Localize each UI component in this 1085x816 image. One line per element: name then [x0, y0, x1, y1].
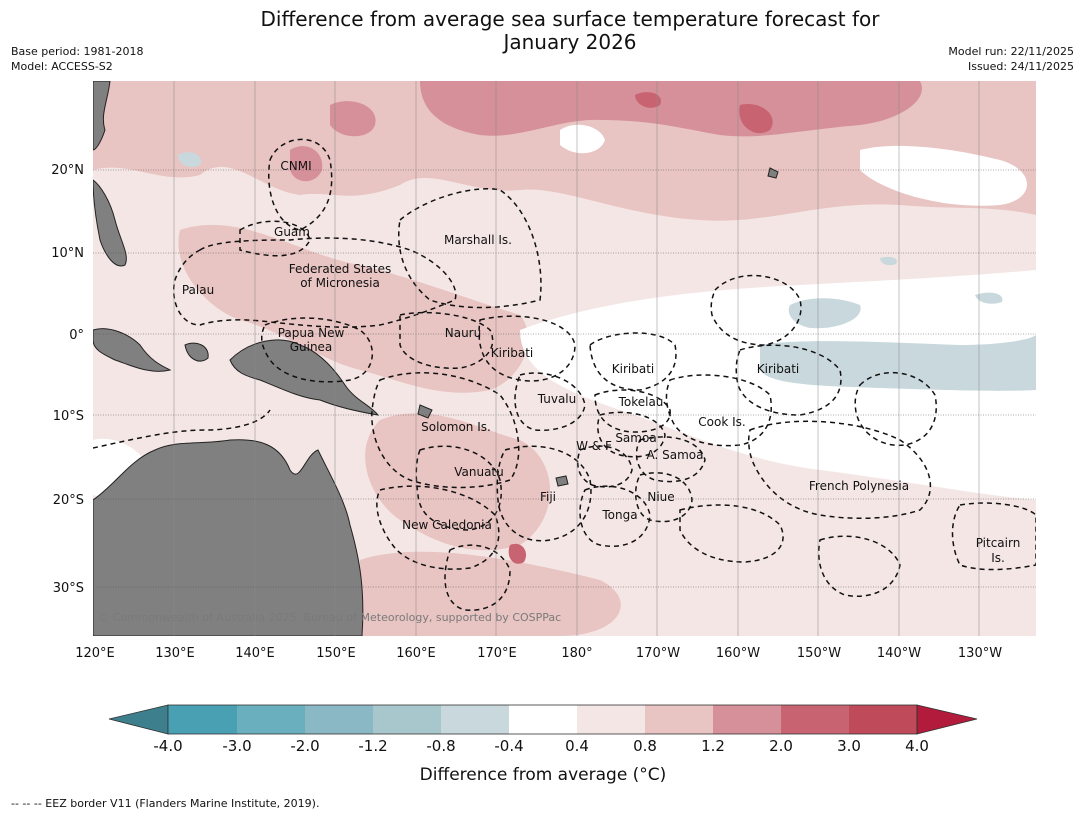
- label-american-samoa: A. Samoa: [647, 448, 704, 462]
- colorbar-bin: [305, 705, 373, 734]
- label-tuvalu: Tuvalu: [537, 392, 577, 406]
- label-solomon-islands: Solomon Is.: [421, 420, 491, 434]
- colorbar-bin: [645, 705, 713, 734]
- colorbar-bin: [713, 705, 781, 734]
- lat-tick: 20°S: [53, 493, 84, 508]
- label-vanuatu: Vanuatu: [454, 465, 504, 479]
- label-guam: Guam: [274, 225, 310, 239]
- label-nauru: Nauru: [445, 326, 481, 340]
- label-palau: Palau: [182, 283, 214, 297]
- lon-tick: 170°W: [636, 646, 680, 661]
- colorbar-tick: -2.0: [290, 737, 319, 755]
- meta-right: Model run: 22/11/2025 Issued: 24/11/2025: [948, 44, 1074, 74]
- meridians: [173, 81, 980, 636]
- colorbar-bin: [373, 705, 441, 734]
- colorbar-tick: 0.4: [565, 737, 589, 755]
- longitude-ticks: 120°E 130°E 140°E 150°E 160°E 170°E 180°…: [75, 646, 1002, 661]
- base-period: Base period: 1981-2018: [11, 45, 144, 58]
- label-kiribati-central: Kiribati: [612, 362, 654, 376]
- colorbar-bin: [441, 705, 509, 734]
- lon-tick: 140°E: [235, 646, 275, 661]
- label-french-polynesia: French Polynesia: [809, 479, 909, 493]
- land-masses: [93, 81, 779, 636]
- meta-left: Base period: 1981-2018 Model: ACCESS-S2: [11, 44, 143, 74]
- lon-tick: 170°E: [477, 646, 517, 661]
- lat-tick: 0°: [69, 328, 84, 343]
- label-tokelau: Tokelau: [618, 395, 664, 409]
- label-fsm-line2: of Micronesia: [300, 276, 380, 290]
- colorbar-bin: [781, 705, 849, 734]
- title-line-2: January 2026: [503, 30, 637, 54]
- lon-tick: 130°W: [958, 646, 1002, 661]
- colorbar-tick: -0.8: [426, 737, 455, 755]
- colorbar-tick: -4.0: [153, 737, 182, 755]
- issued-date: Issued: 24/11/2025: [967, 60, 1074, 73]
- map-title: Difference from average sea surface temp…: [0, 8, 1085, 54]
- lon-tick: 150°W: [797, 646, 841, 661]
- label-fsm-line1: Federated States: [289, 262, 391, 276]
- colorbar-bin: [849, 705, 917, 734]
- lon-tick: 120°E: [75, 646, 115, 661]
- colorbar-tick: -0.4: [494, 737, 523, 755]
- gridlines: [93, 169, 1036, 588]
- colorbar-tick: 0.8: [633, 737, 657, 755]
- lon-tick: 150°E: [316, 646, 356, 661]
- colorbar-under-arrow: [108, 704, 169, 735]
- colorbar-bin: [577, 705, 645, 734]
- colorbar: -4.0 -3.0 -2.0 -1.2 -0.8 -0.4 0.4 0.8 1.…: [108, 704, 978, 785]
- lat-tick: 20°N: [51, 163, 84, 178]
- label-cook-islands: Cook Is.: [698, 415, 745, 429]
- label-pitcairn-line1: Pitcairn: [976, 536, 1021, 550]
- lat-tick: 30°S: [53, 581, 84, 596]
- colorbar-tick: 3.0: [837, 737, 861, 755]
- label-png-line1: Papua New: [278, 326, 345, 340]
- colorbar-tick: -1.2: [358, 737, 387, 755]
- eez-footnote: -- -- -- EEZ border V11 (Flanders Marine…: [11, 797, 320, 810]
- colorbar-bin: [509, 705, 577, 734]
- lat-tick: 10°N: [51, 246, 84, 261]
- lon-tick: 160°W: [716, 646, 760, 661]
- model-name: Model: ACCESS-S2: [11, 60, 113, 73]
- title-line-1: Difference from average sea surface temp…: [260, 7, 880, 31]
- label-new-caledonia: New Caledonia: [402, 518, 492, 532]
- sst-anomaly-field: [93, 81, 1036, 636]
- colorbar-tick: 2.0: [769, 737, 793, 755]
- label-png-line2: Guinea: [290, 340, 333, 354]
- label-niue: Niue: [647, 490, 674, 504]
- label-fiji: Fiji: [540, 490, 556, 504]
- label-samoa: Samoa: [615, 431, 656, 445]
- latitude-ticks: 20°N 10°N 0° 10°S 20°S 30°S: [51, 163, 84, 596]
- colorbar-label: Difference from average (°C): [420, 765, 667, 785]
- colorbar-bin: [168, 705, 237, 734]
- eez-borders: [93, 138, 1036, 611]
- lat-tick: 10°S: [53, 409, 84, 424]
- model-run: Model run: 22/11/2025: [948, 45, 1074, 58]
- colorbar-tick: 4.0: [905, 737, 929, 755]
- colorbar-bin: [237, 705, 305, 734]
- label-cnmi: CNMI: [280, 159, 311, 173]
- label-pitcairn-line2: Is.: [991, 551, 1005, 565]
- label-kiribati-west: Kiribati: [491, 346, 533, 360]
- copyright-notice: © Commonwealth of Australia 2025, Bureau…: [98, 611, 561, 624]
- place-labels: CNMI Guam Marshall Is. Federated States …: [182, 159, 1020, 565]
- label-kiribati-east: Kiribati: [757, 362, 799, 376]
- label-tonga: Tonga: [601, 508, 637, 522]
- lon-tick: 180°: [561, 646, 592, 661]
- lon-tick: 160°E: [396, 646, 436, 661]
- colorbar-over-arrow: [916, 704, 978, 735]
- colorbar-tick: -3.0: [222, 737, 251, 755]
- label-marshall-islands: Marshall Is.: [444, 233, 512, 247]
- colorbar-tick: 1.2: [701, 737, 725, 755]
- lon-tick: 130°E: [155, 646, 195, 661]
- lon-tick: 140°W: [877, 646, 921, 661]
- label-wallis-futuna: W & F: [576, 439, 612, 453]
